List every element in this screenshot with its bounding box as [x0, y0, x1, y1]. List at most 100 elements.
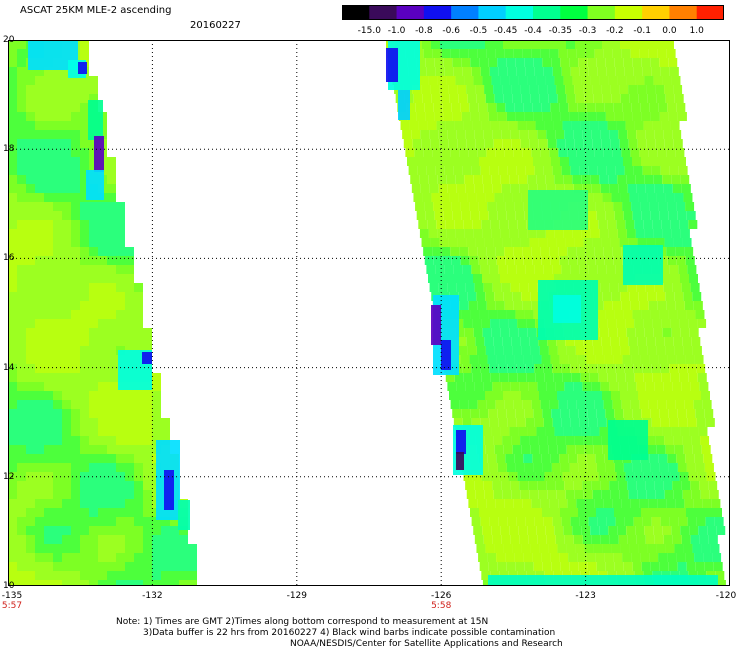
swath-cell [44, 319, 53, 328]
swath-cell [71, 283, 80, 292]
swath-cell [636, 382, 646, 391]
swath-cell [681, 382, 691, 391]
swath-cell [574, 436, 584, 445]
swath-cell [143, 580, 152, 586]
swath-cell [623, 112, 633, 121]
swath-cell [125, 310, 134, 319]
swath-cell [461, 310, 471, 319]
swath-cell [566, 391, 575, 400]
swath-cell [591, 535, 601, 544]
swath-cell [515, 562, 525, 571]
swath-cell [533, 409, 543, 418]
swath-cell [648, 148, 658, 157]
swath-cell [125, 490, 134, 499]
swath-cell [415, 202, 425, 211]
swath-cell [467, 40, 476, 49]
swath-cell [17, 103, 26, 112]
swath-cell [532, 103, 542, 112]
swath-cell [53, 247, 62, 256]
swath-cell [503, 40, 512, 49]
swath-cell [429, 130, 439, 139]
swath-cell [71, 121, 80, 130]
swath-cell [597, 166, 607, 175]
swath-cell [623, 310, 633, 319]
swath-cell [483, 130, 493, 139]
swath-cell [8, 490, 17, 499]
swath-cell [482, 274, 491, 283]
swath-cell [143, 436, 152, 445]
swath-cell [143, 418, 152, 427]
swath-cell [604, 355, 614, 364]
swath-cell [498, 67, 508, 76]
swath-cell [670, 220, 680, 229]
swath-cell [533, 58, 543, 67]
swath-cell [676, 103, 686, 112]
swath-cell [552, 517, 562, 526]
swath-cell [71, 166, 80, 175]
swath-cell [633, 517, 643, 526]
swath-cell [594, 499, 604, 508]
swath-cell [599, 175, 609, 184]
swath-cell [44, 310, 53, 319]
swath-cell [480, 517, 490, 526]
swath-cell [599, 526, 609, 535]
swath-cell [567, 400, 577, 409]
swath-cell [8, 499, 17, 508]
swath-cell [575, 94, 585, 103]
swath-cell [656, 391, 665, 400]
swath-cell [559, 103, 569, 112]
swath-cell [516, 517, 526, 526]
swath-cell [460, 103, 470, 112]
swath-cell [515, 58, 525, 67]
swath-cell [62, 508, 71, 517]
swath-cell [8, 94, 17, 103]
swath-cell [44, 382, 53, 391]
swath-cell [686, 409, 696, 418]
swath-cell [536, 175, 546, 184]
swath-cell [647, 445, 657, 454]
swath-cell [520, 85, 530, 94]
swath-cell [515, 310, 525, 319]
swath-cell [80, 121, 89, 130]
swath-cell [584, 391, 593, 400]
swath-cell [62, 355, 71, 364]
swath-cell [71, 508, 80, 517]
swath-cell [462, 265, 472, 274]
swath-cell [616, 121, 626, 130]
swath-cell [459, 247, 469, 256]
swath-cell [474, 130, 484, 139]
swath-cell [480, 364, 490, 373]
swath-cell [599, 274, 608, 283]
swath-cell [89, 499, 98, 508]
swath-cell [17, 148, 26, 157]
swath-cell [80, 562, 89, 571]
swath-cell [617, 229, 627, 238]
swath-cell [53, 274, 62, 283]
swath-cell [134, 526, 143, 535]
swath-cell [655, 85, 665, 94]
swath-cell [498, 166, 508, 175]
swath-cell [62, 265, 71, 274]
swath-cell [695, 562, 705, 571]
swath-cell [685, 202, 695, 211]
swath-cell [575, 40, 584, 49]
swath-cell [674, 391, 683, 400]
swath-cell [594, 247, 604, 256]
swath-cell [494, 193, 504, 202]
swath-cell [619, 337, 629, 346]
swath-cell [479, 211, 489, 220]
swath-cell [17, 508, 26, 517]
swath-cell [614, 310, 624, 319]
swath-cell [686, 310, 696, 319]
swath-cell [71, 382, 80, 391]
swath-cell [568, 103, 578, 112]
swath-cell [71, 103, 80, 112]
swath-cell [98, 508, 107, 517]
swath-cell [631, 202, 641, 211]
swath-cell [424, 256, 434, 265]
swath-cell [107, 418, 116, 427]
swath-cell [607, 220, 617, 229]
swath-cell [427, 121, 437, 130]
swath-cell [44, 103, 53, 112]
swath-cell [125, 391, 134, 400]
